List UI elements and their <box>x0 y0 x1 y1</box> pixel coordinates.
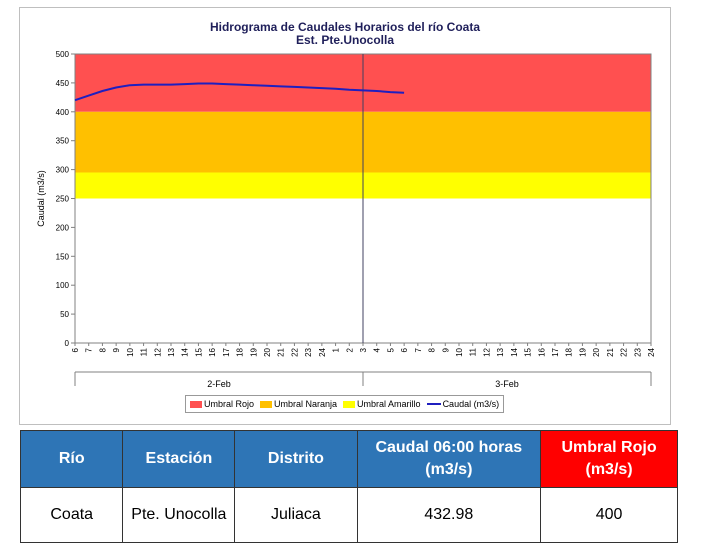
legend-label: Umbral Rojo <box>204 399 255 409</box>
legend-label: Umbral Amarillo <box>357 399 421 409</box>
x-tick-label: 22 <box>620 347 629 356</box>
day-label: 2-Feb <box>207 379 231 389</box>
x-tick-label: 13 <box>496 347 505 356</box>
y-tick-label: 0 <box>65 339 70 348</box>
legend-item: Umbral Naranja <box>260 399 337 409</box>
x-tick-label: 23 <box>633 347 642 356</box>
legend-item: Umbral Rojo <box>190 399 254 409</box>
x-tick-label: 23 <box>304 347 313 356</box>
x-tick-label: 9 <box>441 347 450 352</box>
x-tick-label: 11 <box>469 347 478 356</box>
x-tick-label: 14 <box>181 347 190 356</box>
x-tick-label: 6 <box>71 347 80 352</box>
y-tick-label: 150 <box>56 252 70 261</box>
cell-distrito: Juliaca <box>234 487 358 543</box>
y-tick-label: 300 <box>56 166 70 175</box>
header-estacion: Estación <box>122 430 236 488</box>
x-tick-label: 15 <box>524 347 533 356</box>
x-tick-label: 9 <box>112 347 121 352</box>
day-label: 3-Feb <box>495 379 519 389</box>
x-tick-label: 7 <box>85 347 94 352</box>
legend-color-swatch <box>190 400 202 408</box>
chart-subtitle: Est. Pte.Unocolla <box>295 33 395 47</box>
y-tick-label: 400 <box>56 108 70 117</box>
x-tick-label: 15 <box>194 347 203 356</box>
cell-rio: Coata <box>19 487 124 543</box>
table-row: Coata Pte. Unocolla Juliaca 432.98 400 <box>19 487 678 543</box>
x-tick-label: 10 <box>126 347 135 356</box>
y-tick-label: 100 <box>56 281 70 290</box>
x-tick-label: 7 <box>414 347 423 352</box>
legend-label: Caudal (m3/s) <box>442 399 500 409</box>
y-tick-label: 200 <box>56 223 70 232</box>
hydrograph-chart: 0 50 100 150 200 250 300 350 400 450 500 Caudal (m3… <box>36 50 656 389</box>
legend-item: Umbral Amarillo <box>343 399 421 409</box>
x-tick-label: 8 <box>428 347 437 352</box>
y-axis-label: Caudal (m3/s) <box>36 170 46 227</box>
x-tick-label: 17 <box>551 347 560 356</box>
y-tick-label: 250 <box>56 195 70 204</box>
x-tick-label: 20 <box>592 347 601 356</box>
x-tick-label: 10 <box>455 347 464 356</box>
cell-caudal: 432.98 <box>356 487 542 543</box>
x-tick-label: 22 <box>290 347 299 356</box>
x-tick-label: 24 <box>318 347 327 356</box>
x-tick-label: 8 <box>98 347 107 352</box>
x-tick-label: 19 <box>578 347 587 356</box>
flow-summary-table: Río Estación Distrito Caudal 06:00 horas… <box>19 430 678 543</box>
x-tick-label: 21 <box>606 347 615 356</box>
series-caudal-line <box>74 82 405 102</box>
y-tick-label: 500 <box>56 50 70 59</box>
x-tick-label: 16 <box>208 347 217 356</box>
chart-title: Hidrograma de Caudales Horarios del río … <box>209 20 481 34</box>
chart-panel: Hidrograma de Caudales Horarios del río … <box>19 7 671 425</box>
header-distrito: Distrito <box>234 430 358 488</box>
x-tick-label: 21 <box>277 347 286 356</box>
y-tick-label: 50 <box>60 310 69 319</box>
header-umbral-rojo: Umbral Rojo (m3/s) <box>540 430 678 488</box>
x-tick-label: 6 <box>400 347 409 352</box>
legend-line-swatch <box>426 403 441 405</box>
x-tick-label: 12 <box>153 347 162 356</box>
legend-label: Umbral Naranja <box>274 399 338 409</box>
x-tick-label: 18 <box>236 347 245 356</box>
legend-color-swatch <box>343 400 356 408</box>
x-tick-label: 4 <box>373 347 382 352</box>
x-tick-label: 2 <box>345 347 354 352</box>
x-tick-label: 3 <box>359 347 368 352</box>
chart-legend: Umbral Rojo Umbral Naranja Umbral Amarillo… <box>185 395 505 413</box>
x-tick-label: 14 <box>510 347 519 356</box>
header-caudal: Caudal 06:00 horas (m3/s) <box>356 430 542 488</box>
header-rio: Río <box>19 430 124 488</box>
x-tick-label: 16 <box>537 347 546 356</box>
x-tick-label: 13 <box>167 347 176 356</box>
legend-item: Caudal (m3/s) <box>426 399 500 409</box>
x-tick-label: 20 <box>263 347 272 356</box>
y-tick-label: 350 <box>56 137 70 146</box>
x-tick-label: 12 <box>482 347 491 356</box>
cell-estacion: Pte. Unocolla <box>122 487 236 543</box>
x-tick-label: 24 <box>647 347 656 356</box>
x-tick-label: 5 <box>386 347 395 352</box>
cell-umbral-rojo: 400 <box>540 487 678 543</box>
x-tick-label: 18 <box>565 347 574 356</box>
y-tick-label: 450 <box>56 79 70 88</box>
x-tick-label: 19 <box>249 347 258 356</box>
x-tick-label: 11 <box>140 347 149 356</box>
x-tick-label: 17 <box>222 347 231 356</box>
x-tick-label: 1 <box>332 347 341 352</box>
table-header-row: Río Estación Distrito Caudal 06:00 horas… <box>19 430 678 488</box>
legend-color-swatch <box>260 400 273 408</box>
